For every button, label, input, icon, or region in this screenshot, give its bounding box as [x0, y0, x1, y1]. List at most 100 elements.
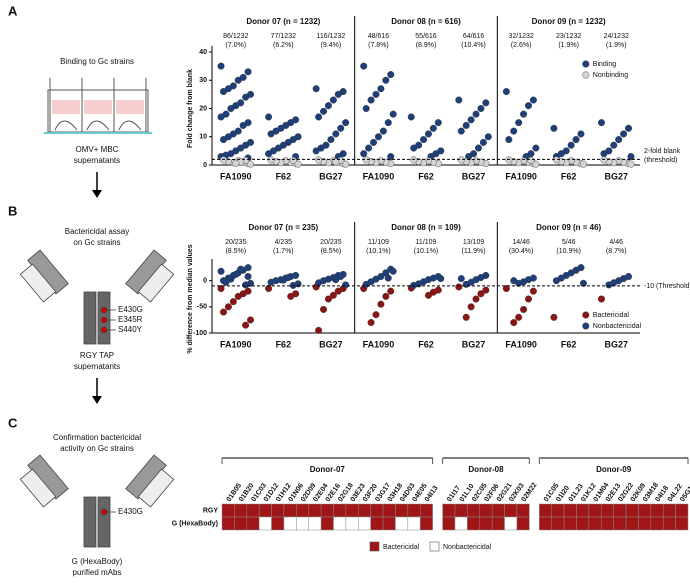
heatmap-cell: [601, 503, 614, 518]
mutation: S440Y: [118, 325, 143, 334]
y-tick-label: -50: [197, 304, 207, 311]
data-point: [217, 267, 225, 275]
data-point: [219, 156, 227, 164]
data-point: [484, 133, 492, 141]
heatmap-cell: [345, 516, 359, 531]
legend-marker: [582, 60, 590, 68]
data-point: [362, 104, 370, 112]
group-count: 86/1232: [223, 33, 248, 40]
x-tick-label: BG27: [462, 171, 486, 181]
data-point: [327, 136, 335, 144]
data-point: [477, 104, 485, 112]
data-point: [287, 292, 295, 300]
y-tick-label: 10: [199, 134, 207, 141]
threshold-label: 2-fold blank: [644, 148, 681, 155]
data-point: [510, 319, 518, 327]
column-label: 05G18: [679, 482, 690, 503]
donor-title: Donor 07 (n = 235): [249, 223, 319, 232]
heatmap-cell: [638, 503, 652, 518]
data-point: [462, 121, 470, 129]
step-title: on Gc strains: [73, 238, 120, 247]
group-pct: (8.7%): [606, 248, 627, 255]
data-point: [482, 99, 490, 107]
data-point: [552, 156, 560, 164]
data-point: [510, 127, 518, 135]
data-point: [410, 281, 418, 289]
data-point: [362, 280, 370, 288]
data-point: [420, 136, 428, 144]
data-point: [242, 93, 250, 101]
group-pct: (10.1%): [414, 248, 439, 255]
legend-label: Nonbinding: [593, 72, 629, 79]
group-pct: (11.9%): [462, 248, 486, 255]
panel-label: A: [8, 3, 18, 18]
donor-title: Donor 09 (n = 1232): [532, 17, 606, 26]
data-point: [377, 300, 385, 308]
data-point: [387, 287, 395, 295]
data-point: [382, 76, 390, 84]
data-point: [237, 265, 245, 273]
data-point: [265, 113, 273, 121]
data-point: [222, 278, 230, 286]
donor-label: Donor-08: [468, 465, 504, 474]
group-count: 116/1232: [317, 33, 346, 40]
data-point: [360, 62, 368, 70]
step-title: Bactericidal assay: [65, 227, 129, 236]
heatmap-cell: [491, 503, 505, 518]
step-source: purified mAbs: [73, 568, 122, 577]
data-point: [312, 147, 320, 155]
heatmap-cell: [539, 503, 552, 518]
group-count: 4/235: [275, 239, 293, 246]
heatmap-cell: [320, 516, 334, 531]
legend-label: Nonbactericidal: [443, 544, 492, 551]
group-pct: (9.4%): [321, 42, 342, 49]
x-tick-label: F62: [276, 339, 292, 349]
data-point: [407, 113, 415, 121]
heatmap-cell: [395, 516, 409, 531]
threshold-label: (threshold): [644, 157, 677, 164]
group-pct: (10.4%): [461, 42, 486, 49]
data-point: [315, 113, 323, 121]
data-point: [315, 279, 323, 287]
data-point: [600, 156, 608, 164]
heatmap-cell: [258, 503, 272, 518]
data-point: [472, 110, 480, 118]
data-point: [550, 124, 558, 132]
data-point: [219, 88, 227, 96]
x-tick-label: F62: [418, 171, 434, 181]
data-point: [434, 119, 442, 127]
heatmap-cell: [419, 516, 433, 531]
data-point: [527, 156, 535, 164]
x-tick-label: F62: [561, 339, 577, 349]
data-point: [520, 110, 528, 118]
group-count: 5/46: [562, 239, 576, 246]
data-point: [610, 141, 618, 149]
group-pct: (1.9%): [558, 42, 579, 49]
data-point: [232, 270, 240, 278]
heatmap-cell: [454, 516, 468, 531]
group-count: 4/46: [609, 239, 623, 246]
data-point: [615, 136, 623, 144]
data-point: [479, 138, 487, 146]
data-point: [572, 136, 580, 144]
data-point: [320, 305, 328, 313]
heatmap-cell: [491, 516, 505, 531]
heatmap-cell: [333, 516, 347, 531]
data-point: [279, 276, 287, 284]
data-point: [457, 156, 465, 164]
data-point: [389, 110, 397, 118]
heatmap-cell: [650, 516, 664, 531]
heatmap-cell: [479, 503, 493, 518]
data-point: [219, 136, 227, 144]
data-point: [524, 102, 532, 110]
heatmap-cell: [675, 516, 689, 531]
data-point: [567, 141, 575, 149]
y-axis-label: Fold change from blank: [187, 69, 194, 148]
heatmap-cell: [395, 503, 409, 518]
data-point: [482, 286, 490, 294]
data-point: [329, 291, 337, 299]
data-point: [332, 276, 340, 284]
x-tick-label: FA1090: [505, 339, 537, 349]
group-count: 32/1232: [508, 33, 533, 40]
heatmap-cell: [345, 503, 359, 518]
